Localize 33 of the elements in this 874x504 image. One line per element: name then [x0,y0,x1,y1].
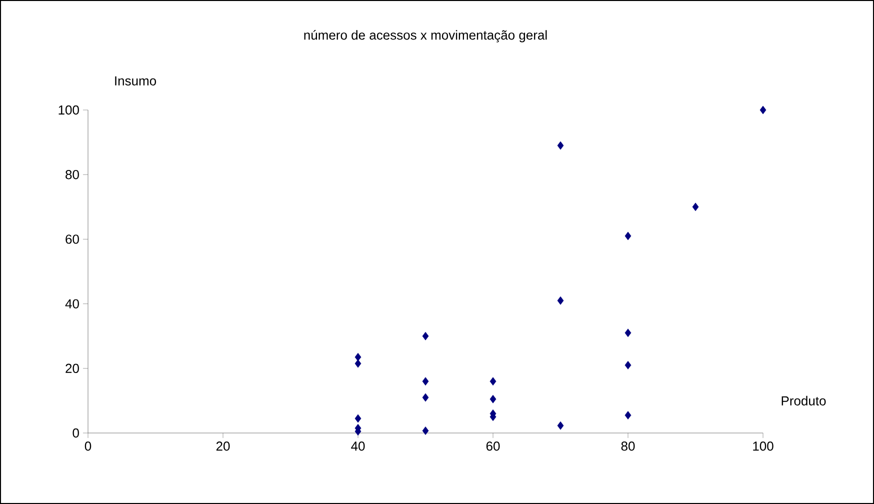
point [557,421,564,430]
point [422,332,429,340]
x-tick-label: 60 [486,442,500,451]
point [422,393,429,402]
point [557,296,564,305]
point [490,394,496,404]
point [692,202,699,212]
point [422,377,429,386]
point [422,426,429,435]
x-tick-label: 0 [84,442,92,451]
point [760,106,766,114]
point [490,377,496,386]
x-tick-label: 100 [753,442,774,451]
point [624,328,632,338]
x-tick-label: 20 [216,442,230,451]
chart-title: número de acessos x movimentação geral [304,30,547,42]
y-axis-title: Insumo [115,76,156,86]
y-tick-label: 100 [58,105,79,115]
point [354,359,362,368]
point [354,414,362,423]
y-tick-label: 80 [66,170,79,180]
x-tick-label: 80 [621,442,635,451]
point [624,411,632,420]
point [354,352,362,362]
point [624,232,632,240]
point [624,360,632,370]
y-tick-label: 60 [66,234,79,244]
y-tick-label: 40 [65,299,79,308]
y-tick-label: 0 [72,428,79,438]
y-tick-label: 20 [66,364,79,373]
x-axis-title: Produto [782,396,826,406]
x-tick-label: 40 [351,442,365,451]
point [557,141,564,150]
